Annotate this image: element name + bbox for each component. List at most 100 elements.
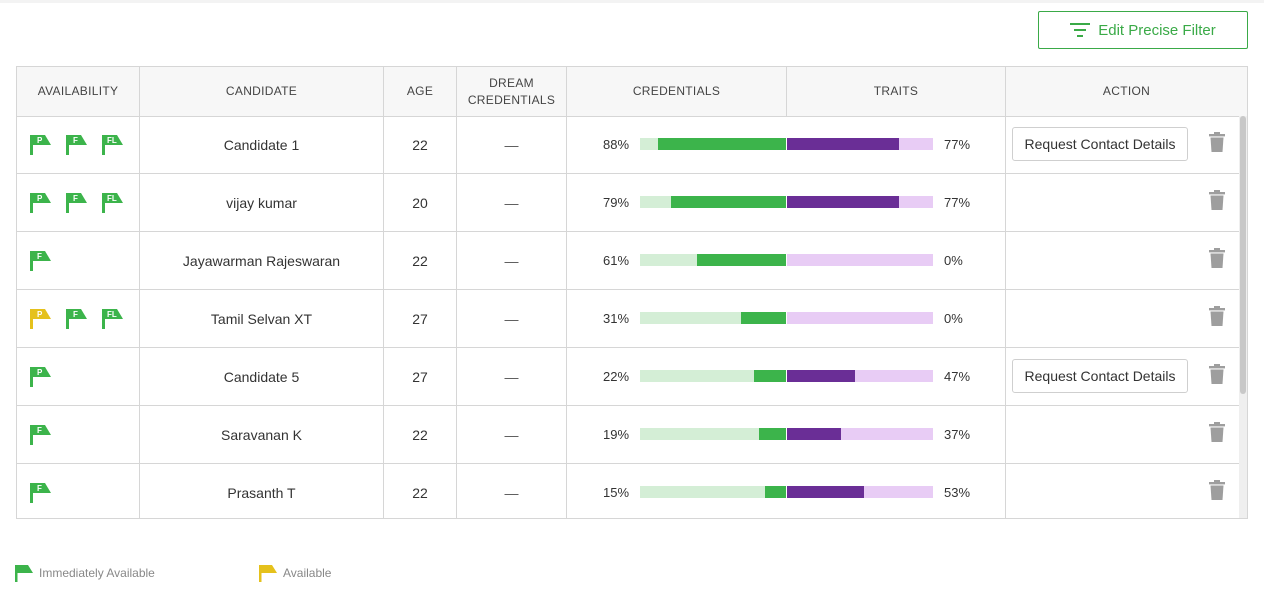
header-credentials[interactable]: CREDENTIALS (567, 67, 787, 116)
credentials-bar-fill (754, 370, 787, 382)
flag-letter: F (37, 252, 42, 261)
flag-letter: P (37, 194, 43, 203)
flag-letter: P (37, 368, 43, 377)
flag-letter: P (37, 310, 43, 319)
action-cell: Request Contact Details (1006, 116, 1239, 173)
availability-cell: F (17, 464, 140, 518)
traits-bar-fill (786, 428, 841, 440)
traits-bar-remainder (840, 428, 933, 440)
match-bar (640, 254, 933, 266)
request-contact-details-button[interactable]: Request Contact Details (1012, 127, 1188, 161)
candidate-name[interactable]: Saravanan K (140, 406, 384, 463)
flag-letter: F (73, 194, 78, 203)
green-flag-icon: P (30, 366, 51, 387)
credentials-bar-fill (764, 486, 787, 498)
delete-trash-icon[interactable] (1209, 306, 1225, 326)
delete-trash-icon[interactable] (1209, 132, 1225, 152)
table-header: AVAILABILITY CANDIDATE AGE DREAM CREDENT… (17, 67, 1247, 117)
credentials-traits-cell: 22% 47% (567, 348, 1006, 405)
traits-percent: 77% (944, 137, 971, 152)
header-dream-credentials[interactable]: DREAM CREDENTIALS (457, 67, 567, 116)
candidate-name[interactable]: Jayawarman Rajeswaran (140, 232, 384, 289)
request-contact-details-button[interactable]: Request Contact Details (1012, 359, 1188, 393)
candidate-age: 22 (384, 464, 457, 518)
candidate-name[interactable]: Tamil Selvan XT (140, 290, 384, 347)
credentials-traits-cell: 88% 77% (567, 116, 1006, 173)
credentials-bar-fill (741, 312, 787, 324)
candidate-name[interactable]: Candidate 1 (140, 116, 384, 173)
credentials-bar-remainder (640, 370, 755, 382)
dream-credentials-value: — (457, 232, 567, 289)
traits-bar-remainder (899, 138, 933, 150)
delete-trash-icon[interactable] (1209, 480, 1225, 500)
delete-trash-icon[interactable] (1209, 364, 1225, 384)
credentials-bar-remainder (640, 138, 658, 150)
traits-bar-remainder (855, 370, 933, 382)
availability-cell: F (17, 232, 140, 289)
match-bar (640, 312, 933, 324)
candidates-table: AVAILABILITY CANDIDATE AGE DREAM CREDENT… (16, 66, 1248, 519)
delete-trash-icon[interactable] (1209, 190, 1225, 210)
header-candidate[interactable]: CANDIDATE (140, 67, 384, 116)
delete-trash-icon[interactable] (1209, 422, 1225, 442)
header-age[interactable]: AGE (384, 67, 457, 116)
traits-percent: 53% (944, 485, 971, 500)
match-bar (640, 138, 933, 150)
action-cell (1006, 290, 1239, 347)
green-flag-icon (15, 565, 33, 582)
green-flag-icon: FL (102, 134, 123, 155)
table-row: P F FL vijay kumar 20— 79% 77% (17, 174, 1239, 232)
dream-credentials-value: — (457, 406, 567, 463)
action-cell (1006, 464, 1239, 518)
header-dream-line1: DREAM (489, 75, 534, 90)
edit-precise-filter-button[interactable]: Edit Precise Filter (1038, 11, 1248, 49)
traits-bar-remainder (864, 486, 933, 498)
delete-trash-icon[interactable] (1209, 248, 1225, 268)
credentials-bar-fill (697, 254, 787, 266)
candidate-name[interactable]: Prasanth T (140, 464, 384, 518)
traits-bar-remainder (786, 254, 933, 266)
green-flag-icon: F (30, 424, 51, 445)
table-scrollbar[interactable] (1239, 116, 1247, 518)
flag-letter: F (73, 136, 78, 145)
legend-immediately-available: Immediately Available (14, 564, 155, 582)
credentials-bar-remainder (640, 428, 759, 440)
dream-credentials-value: — (457, 174, 567, 231)
match-bar (640, 486, 933, 498)
credentials-bar-remainder (640, 312, 742, 324)
flag-letter: FL (107, 194, 117, 203)
credentials-bar-remainder (640, 486, 765, 498)
candidate-name[interactable]: vijay kumar (140, 174, 384, 231)
credentials-bar-remainder (640, 254, 698, 266)
dream-credentials-value: — (457, 464, 567, 518)
traits-percent: 47% (944, 369, 971, 384)
credentials-bar-fill (758, 428, 787, 440)
green-flag-icon: F (66, 134, 87, 155)
action-cell (1006, 406, 1239, 463)
table-row: P Candidate 5 27— 22% 47% Request Contact Det… (17, 348, 1239, 406)
dream-credentials-value: — (457, 116, 567, 173)
yellow-flag-icon (259, 565, 277, 582)
credentials-percent: 88% (603, 137, 630, 152)
credentials-bar-fill (670, 196, 787, 208)
candidate-name[interactable]: Candidate 5 (140, 348, 384, 405)
availability-cell: F (17, 406, 140, 463)
dream-credentials-value: — (457, 290, 567, 347)
green-flag-icon: F (30, 482, 51, 503)
edit-precise-filter-label: Edit Precise Filter (1098, 21, 1216, 39)
credentials-bar-fill (657, 138, 787, 150)
credentials-percent: 15% (603, 485, 630, 500)
traits-bar-fill (786, 196, 900, 208)
candidate-age: 27 (384, 348, 457, 405)
green-flag-icon: P (30, 134, 51, 155)
green-flag-icon: FL (102, 308, 123, 329)
header-traits[interactable]: TRAITS (787, 67, 1006, 116)
candidate-age: 22 (384, 232, 457, 289)
flag-letter: F (73, 310, 78, 319)
table-row: P F FL Tamil Selvan XT 27— 31% 0% (17, 290, 1239, 348)
scrollbar-thumb[interactable] (1240, 116, 1246, 394)
header-dream-line2: CREDENTIALS (467, 92, 556, 107)
header-availability[interactable]: AVAILABILITY (17, 67, 140, 116)
availability-cell: P (17, 348, 140, 405)
traits-percent: 0% (944, 253, 963, 268)
